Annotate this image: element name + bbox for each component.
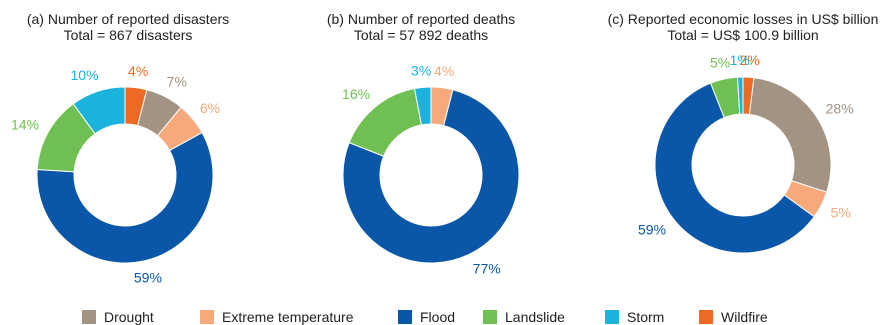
legend: Drought Extreme temperature Flood Landsl… xyxy=(0,308,892,325)
legend-swatch-flood xyxy=(398,309,412,324)
slice-label: 59% xyxy=(134,269,162,285)
slice-flood xyxy=(342,89,520,264)
legend-swatch-landslide xyxy=(483,309,497,324)
legend-label: Storm xyxy=(627,308,665,325)
slice-label: 6% xyxy=(200,100,220,116)
chart-title: (c) Reported economic losses in US$ bill… xyxy=(608,11,879,27)
slice-label: 16% xyxy=(342,86,370,102)
chart-subtitle: Total = US$ 100.9 billion xyxy=(667,27,818,43)
slice-label: 5% xyxy=(831,205,851,221)
slice-label: 2% xyxy=(739,52,759,68)
slice-flood xyxy=(654,82,815,254)
legend-label: Drought xyxy=(104,308,154,325)
chart-title: (b) Number of reported deaths xyxy=(327,11,515,27)
donut-chart: (c) Reported economic losses in US$ bill… xyxy=(608,11,879,254)
legend-item-storm: Storm xyxy=(605,308,665,325)
chart-subtitle: Total = 57 892 deaths xyxy=(354,27,488,43)
slice-storm xyxy=(413,86,432,126)
legend-label: Extreme temperature xyxy=(222,308,354,325)
legend-swatch-extreme-temperature xyxy=(200,309,214,324)
slice-storm xyxy=(72,86,126,135)
chart-subtitle: Total = 867 disasters xyxy=(64,27,193,43)
slice-storm xyxy=(736,76,744,115)
slice-label: 14% xyxy=(11,116,39,132)
slice-label: 59% xyxy=(638,221,666,237)
legend-item-drought: Drought xyxy=(82,308,154,325)
legend-item-wildfire: Wildfire xyxy=(699,308,768,325)
legend-label: Wildfire xyxy=(721,308,768,325)
legend-item-extreme-temperature: Extreme temperature xyxy=(200,308,354,325)
slice-label: 4% xyxy=(128,63,148,79)
legend-label: Landslide xyxy=(505,308,565,325)
legend-swatch-drought xyxy=(82,309,96,324)
slice-label: 28% xyxy=(826,101,854,117)
legend-swatch-wildfire xyxy=(699,309,713,324)
slice-flood xyxy=(36,131,214,264)
slice-label: 7% xyxy=(167,73,187,89)
slice-drought xyxy=(748,77,832,193)
slice-label: 10% xyxy=(71,67,99,83)
slice-label: 1% xyxy=(730,52,750,68)
legend-swatch-storm xyxy=(605,309,619,324)
legend-label: Flood xyxy=(420,308,456,325)
slice-label: 5% xyxy=(710,55,730,71)
legend-item-flood: Flood xyxy=(398,308,456,325)
legend-item-landslide: Landslide xyxy=(483,308,565,325)
slice-label: 3% xyxy=(411,62,431,78)
chart-title: (a) Number of reported disasters xyxy=(27,11,229,27)
slice-label: 4% xyxy=(434,63,454,79)
slice-label: 77% xyxy=(473,261,501,277)
